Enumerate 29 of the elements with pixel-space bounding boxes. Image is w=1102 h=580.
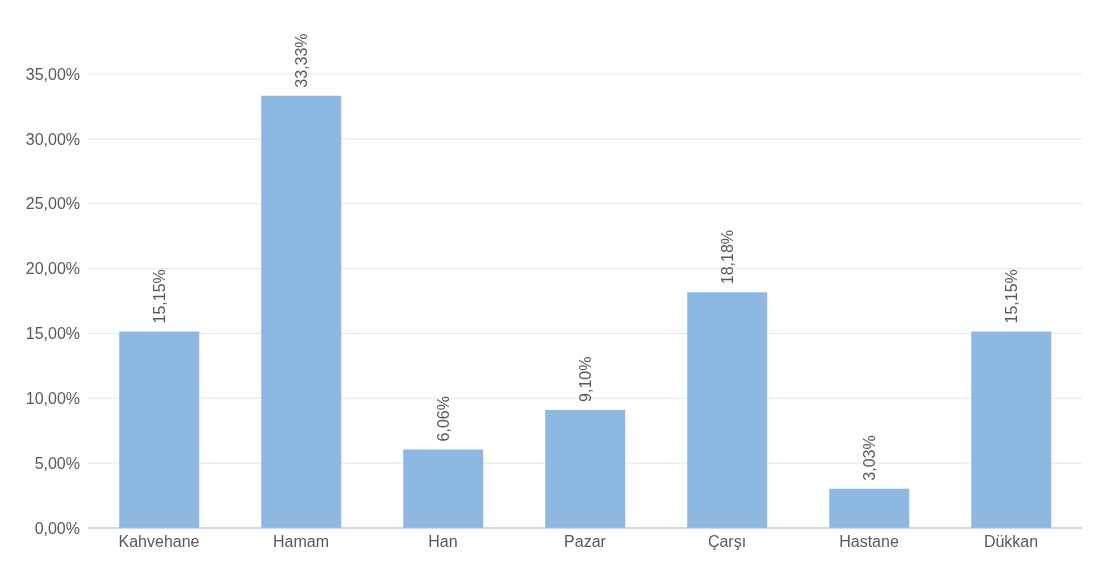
y-tick-label: 25,00% (25, 195, 80, 213)
bar (403, 449, 484, 528)
bar (119, 331, 200, 528)
x-tick-label: Han (428, 533, 458, 551)
bar (971, 331, 1052, 528)
data-label: 33,33% (292, 33, 310, 88)
y-tick-label: 30,00% (25, 130, 80, 148)
data-label: 9,10% (576, 356, 594, 402)
y-tick-label: 10,00% (25, 389, 80, 407)
bar (829, 488, 910, 528)
x-tick-label: Çarşı (707, 533, 747, 551)
y-tick-label: 15,00% (25, 325, 80, 343)
x-tick-label: Kahvehane (118, 533, 200, 551)
x-tick-label: Dükkan (983, 533, 1039, 551)
data-label: 18,18% (718, 229, 736, 285)
y-tick-label: 35,00% (25, 65, 80, 83)
data-label: 6,06% (434, 396, 452, 442)
bar (261, 95, 342, 528)
x-tick-label: Hamam (272, 533, 330, 551)
data-label: 15,15% (150, 269, 168, 324)
y-tick-label: 20,00% (25, 260, 80, 278)
bar (687, 292, 768, 528)
bar (545, 409, 626, 528)
x-tick-label: Hastane (839, 533, 899, 551)
x-tick-label: Pazar (564, 533, 607, 551)
y-tick-label: 5,00% (34, 454, 80, 472)
data-label: 15,15% (1002, 269, 1020, 324)
y-tick-label: 0,00% (34, 519, 80, 537)
data-label: 3,03% (860, 435, 878, 481)
